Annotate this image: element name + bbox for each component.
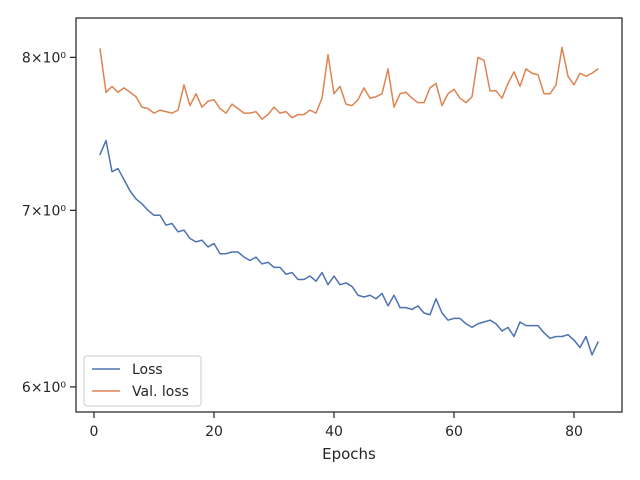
series-layer bbox=[99, 46, 599, 356]
plot-background bbox=[76, 18, 622, 412]
x-tick-label: 80 bbox=[565, 424, 583, 440]
series-line-val-loss bbox=[99, 46, 599, 120]
x-axis: 0 20 40 60 80 bbox=[90, 412, 583, 440]
y-axis: 6×10⁰ 7×10⁰ 8×10⁰ bbox=[22, 50, 76, 396]
y-tick-label: 7×10⁰ bbox=[22, 203, 66, 219]
y-tick-label: 6×10⁰ bbox=[22, 380, 66, 396]
plot-frame bbox=[75, 17, 623, 413]
y-tick-label: 8×10⁰ bbox=[22, 50, 66, 66]
x-axis-label: Epochs bbox=[322, 445, 376, 463]
legend-label-val-loss: Val. loss bbox=[132, 384, 189, 400]
legend-label-loss: Loss bbox=[132, 362, 163, 378]
series-line-loss bbox=[99, 139, 599, 356]
x-tick-label: 20 bbox=[205, 424, 223, 440]
legend: Loss Val. loss bbox=[83, 355, 202, 407]
x-tick-label: 40 bbox=[325, 424, 343, 440]
x-tick-label: 0 bbox=[90, 424, 99, 440]
x-tick-label: 60 bbox=[445, 424, 463, 440]
